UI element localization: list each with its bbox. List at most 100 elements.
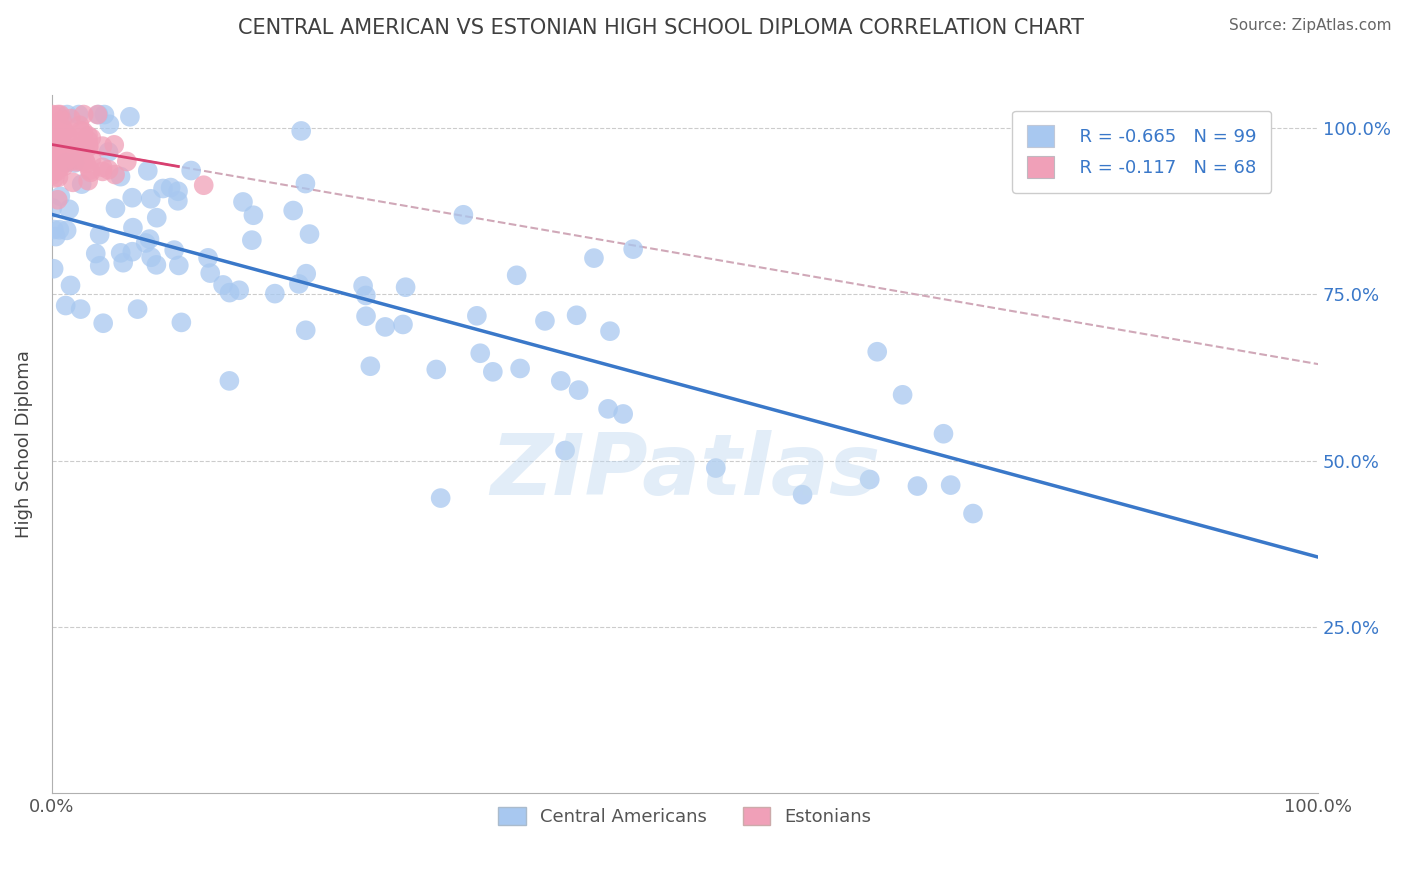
Point <box>91 316 114 330</box>
Point <box>53 148 76 162</box>
Point <box>46 107 69 121</box>
Point <box>121 191 143 205</box>
Point <box>75 156 97 170</box>
Point <box>136 163 159 178</box>
Point <box>200 266 222 280</box>
Point <box>170 315 193 329</box>
Point <box>65 154 87 169</box>
Point <box>41 168 63 182</box>
Point <box>218 374 240 388</box>
Point <box>59 278 82 293</box>
Point <box>51 145 73 159</box>
Point <box>56 107 79 121</box>
Point <box>104 202 127 216</box>
Point <box>79 163 101 178</box>
Point <box>77 174 100 188</box>
Point <box>429 491 451 505</box>
Point <box>91 139 114 153</box>
Point <box>70 154 93 169</box>
Point <box>59 150 82 164</box>
Point <box>98 117 121 131</box>
Point <box>66 147 89 161</box>
Point <box>242 208 264 222</box>
Point <box>505 268 527 283</box>
Point <box>425 362 447 376</box>
Point <box>55 150 77 164</box>
Point <box>72 107 94 121</box>
Point <box>122 220 145 235</box>
Point <box>294 177 316 191</box>
Point <box>55 299 77 313</box>
Point <box>97 145 120 159</box>
Point <box>42 160 65 174</box>
Point <box>84 246 107 260</box>
Point <box>453 208 475 222</box>
Point <box>49 161 72 175</box>
Point <box>152 181 174 195</box>
Point <box>72 125 94 139</box>
Point <box>73 153 96 168</box>
Point <box>907 479 929 493</box>
Point <box>69 302 91 317</box>
Point <box>63 153 86 168</box>
Point <box>55 223 77 237</box>
Point <box>52 156 75 170</box>
Point <box>41 107 63 121</box>
Point <box>110 169 132 184</box>
Point <box>89 227 111 242</box>
Legend: Central Americans, Estonians: Central Americans, Estonians <box>491 799 879 833</box>
Point <box>66 140 89 154</box>
Point <box>167 259 190 273</box>
Point <box>77 128 100 143</box>
Point <box>704 461 727 475</box>
Point <box>87 107 110 121</box>
Point <box>565 308 588 322</box>
Point <box>112 256 135 270</box>
Point <box>44 143 66 157</box>
Point <box>193 178 215 193</box>
Point <box>86 107 108 121</box>
Point <box>72 145 94 159</box>
Point <box>51 120 73 135</box>
Point <box>159 180 181 194</box>
Point <box>53 142 76 156</box>
Point <box>46 193 69 207</box>
Point <box>167 184 190 198</box>
Point <box>962 507 984 521</box>
Point <box>48 170 70 185</box>
Point <box>470 346 492 360</box>
Point <box>52 159 75 173</box>
Point <box>66 135 89 149</box>
Point <box>212 277 235 292</box>
Point <box>354 309 377 323</box>
Point <box>53 139 76 153</box>
Point <box>69 118 91 132</box>
Point <box>67 107 90 121</box>
Point <box>49 107 72 121</box>
Point <box>52 145 75 159</box>
Point <box>41 153 63 168</box>
Point <box>44 130 66 145</box>
Point <box>240 233 263 247</box>
Point <box>145 258 167 272</box>
Point <box>138 232 160 246</box>
Point <box>89 259 111 273</box>
Point <box>51 113 73 128</box>
Point <box>135 235 157 250</box>
Point <box>509 361 531 376</box>
Point <box>51 128 73 143</box>
Point <box>374 319 396 334</box>
Point <box>145 211 167 225</box>
Point <box>56 128 79 142</box>
Point <box>599 324 621 338</box>
Point <box>554 443 576 458</box>
Point <box>866 344 889 359</box>
Point <box>41 201 63 215</box>
Point <box>70 177 93 191</box>
Point <box>77 139 100 153</box>
Point <box>482 365 505 379</box>
Point <box>939 478 962 492</box>
Point <box>49 189 72 203</box>
Point <box>80 152 103 166</box>
Point <box>288 277 311 291</box>
